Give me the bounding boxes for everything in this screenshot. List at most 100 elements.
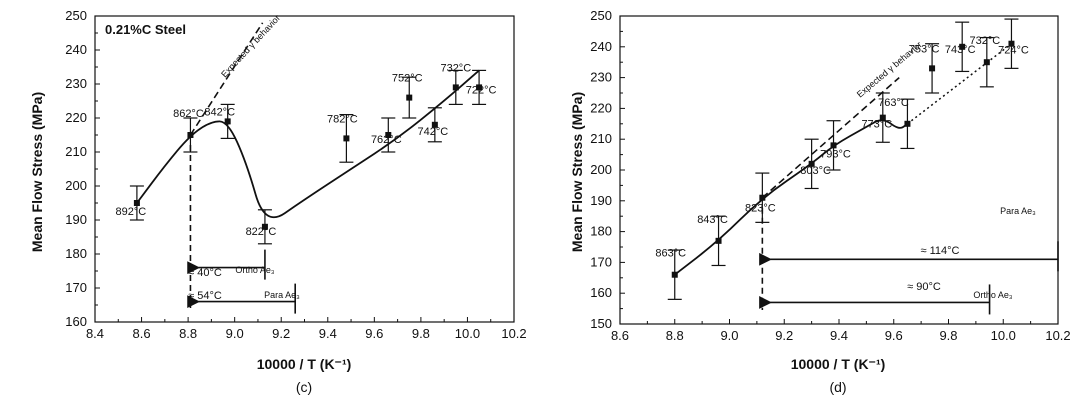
y-tick-label-c: 200	[65, 178, 87, 193]
x-tick-label-c: 10.2	[501, 326, 526, 341]
y-tick-label-c: 240	[65, 42, 87, 57]
data-point-c	[406, 94, 413, 101]
point-label-d: 823°C	[745, 203, 776, 215]
y-tick-label-c: 220	[65, 110, 87, 125]
data-point-c	[343, 135, 350, 142]
arrow-delta-label-d: ≈ 90°C	[907, 281, 941, 293]
panel-label-d: (d)	[829, 379, 846, 395]
point-label-c: 722°C	[466, 84, 497, 96]
chart-title-c: 0.21%C Steel	[105, 22, 186, 37]
point-label-c: 732°C	[440, 62, 471, 74]
expected-behavior-line-d	[761, 76, 900, 199]
y-tick-label-d: 200	[590, 162, 612, 177]
x-tick-label-d: 9.2	[775, 328, 793, 343]
expected-behavior-label-c: Expected γ behavior	[219, 13, 282, 79]
dotted-trend-line-d	[906, 43, 1012, 125]
data-point-c	[476, 84, 483, 91]
x-tick-label-c: 10.0	[455, 326, 480, 341]
point-label-c: 842°C	[204, 106, 235, 118]
point-label-d: 793°C	[820, 148, 851, 160]
y-tick-label-c: 250	[65, 8, 87, 23]
data-point-d	[715, 237, 722, 244]
y-tick-label-d: 170	[590, 254, 612, 269]
y-tick-label-d: 240	[590, 39, 612, 54]
arrow-delta-label-c: ≈ 40°C	[188, 267, 222, 279]
point-label-c: 892°C	[116, 206, 147, 218]
point-label-d: 843°C	[697, 214, 728, 226]
fit-curve-c	[136, 69, 480, 219]
point-label-c: 782°C	[327, 113, 358, 125]
point-label-c: 752°C	[392, 73, 423, 85]
data-point-c	[261, 223, 268, 230]
y-tick-label-d: 160	[590, 285, 612, 300]
x-tick-label-c: 9.2	[272, 326, 290, 341]
x-tick-label-c: 8.6	[133, 326, 151, 341]
data-point-d	[830, 142, 837, 149]
y-tick-label-d: 190	[590, 193, 612, 208]
x-tick-label-d: 9.0	[720, 328, 738, 343]
arrow-ae3-label-d: Para Ae₃	[1000, 206, 1036, 216]
expected-behavior-line-c	[189, 22, 264, 136]
y-tick-label-d: 220	[590, 100, 612, 115]
arrow-ae3-label-c: Ortho Ae₃	[235, 265, 275, 275]
point-label-d: 743°C	[945, 44, 976, 56]
y-axis-label-c: Mean Flow Stress (MPa)	[29, 92, 45, 252]
y-tick-label-d: 250	[590, 8, 612, 23]
x-tick-label-c: 9.0	[226, 326, 244, 341]
x-tick-label-d: 8.8	[666, 328, 684, 343]
x-tick-label-c: 9.4	[319, 326, 337, 341]
data-point-c	[187, 132, 194, 138]
data-point-d	[671, 271, 678, 278]
x-axis-label-c: 10000 / T (K⁻¹)	[257, 356, 352, 372]
point-label-c: 862°C	[173, 108, 204, 120]
data-point-c	[224, 118, 231, 125]
point-label-c: 742°C	[418, 126, 449, 138]
y-tick-label-c: 180	[65, 246, 87, 261]
chart-panel-c: 0.21%C Steel Mean Flow Stress (MPa) 1000…	[29, 8, 527, 395]
x-tick-label-d: 8.6	[611, 328, 629, 343]
x-axis-label-d: 10000 / T (K⁻¹)	[791, 356, 886, 372]
x-tick-label-d: 9.6	[885, 328, 903, 343]
data-point-d	[904, 120, 911, 127]
point-label-d: 724°C	[998, 45, 1029, 57]
data-point-d	[1008, 40, 1015, 47]
data-point-d	[879, 114, 886, 121]
y-tick-label-c: 230	[65, 76, 87, 91]
data-point-c	[452, 84, 459, 91]
point-label-d: 773°C	[861, 119, 892, 131]
y-tick-label-c: 160	[65, 314, 87, 329]
y-tick-label-d: 150	[590, 316, 612, 331]
data-point-d	[929, 65, 936, 72]
point-label-c: 762°C	[371, 134, 402, 146]
data-point-d	[983, 59, 990, 66]
arrow-delta-label-d: ≈ 114°C	[921, 245, 960, 257]
panel-label-c: (c)	[296, 379, 312, 395]
point-label-d: 803°C	[800, 165, 831, 177]
arrow-delta-label-c: ≈ 54°C	[188, 290, 222, 302]
y-tick-label-d: 180	[590, 224, 612, 239]
x-tick-label-c: 9.8	[412, 326, 430, 341]
arrow-ae3-label-d: Ortho Ae₃	[973, 290, 1013, 300]
y-tick-label-d: 230	[590, 70, 612, 85]
data-point-c	[133, 200, 140, 206]
point-label-d: 732°C	[969, 35, 1000, 47]
y-axis-label-d: Mean Flow Stress (MPa)	[569, 92, 585, 252]
x-tick-label-c: 8.4	[86, 326, 104, 341]
point-label-c: 822°C	[246, 226, 277, 238]
point-label-d: 863°C	[655, 248, 686, 260]
point-label-d: 763°C	[878, 97, 909, 109]
y-tick-label-c: 170	[65, 280, 87, 295]
data-point-c	[385, 132, 392, 138]
arrow-ae3-label-c: Para Ae₃	[264, 290, 300, 300]
x-tick-label-d: 9.4	[830, 328, 848, 343]
data-point-c	[431, 121, 438, 128]
fit-curve-d	[674, 119, 908, 276]
y-tick-label-d: 210	[590, 131, 612, 146]
x-tick-label-c: 9.6	[365, 326, 383, 341]
y-tick-label-c: 190	[65, 212, 87, 227]
x-tick-label-d: 10.2	[1045, 328, 1070, 343]
data-point-d	[959, 43, 966, 50]
data-point-d	[808, 160, 815, 167]
x-tick-label-d: 9.8	[939, 328, 957, 343]
